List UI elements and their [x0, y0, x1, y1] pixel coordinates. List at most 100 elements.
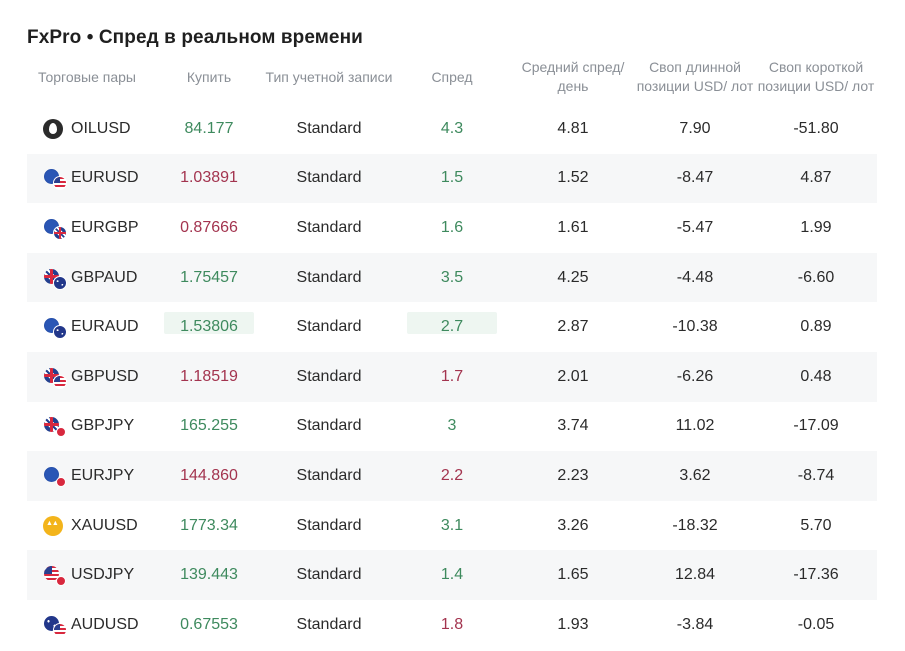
- swap-long: -4.48: [676, 268, 714, 286]
- account-type: Standard: [296, 466, 362, 484]
- pair-cell[interactable]: EURAUD: [27, 302, 147, 352]
- eur-aud-flag-icon: [43, 316, 67, 340]
- pair-symbol: EURUSD: [71, 169, 139, 187]
- spread-flash: [407, 312, 497, 335]
- column-header-avg-spread[interactable]: Средний спред/ день: [521, 59, 625, 94]
- column-header-spread[interactable]: Спред: [431, 68, 473, 85]
- buy-price: 1.75457: [180, 268, 238, 286]
- swap-short: 0.89: [800, 318, 832, 336]
- avg-spread: 2.01: [557, 367, 589, 385]
- oil-icon: [43, 118, 63, 139]
- pair-symbol: GBPUSD: [71, 367, 139, 385]
- account-type: Standard: [296, 417, 362, 435]
- table-row[interactable]: GBPJPY 165.255 Standard 3 3.74 11.02 -17.09: [27, 402, 877, 452]
- buy-price: 0.87666: [180, 218, 238, 236]
- account-type: Standard: [296, 318, 362, 336]
- swap-short: 5.70: [800, 516, 832, 534]
- spread-value: 2.7: [440, 318, 464, 336]
- spread-table: Торговые пары Купить Тип учетной записи …: [27, 50, 877, 650]
- avg-spread: 4.25: [557, 268, 589, 286]
- swap-long: -6.26: [676, 367, 714, 385]
- swap-long: 3.62: [679, 466, 711, 484]
- column-header-account-type[interactable]: Тип учетной записи: [265, 68, 393, 85]
- swap-short: -8.74: [797, 466, 835, 484]
- eur-gbp-flag-icon: [43, 217, 67, 240]
- buy-price-flash: [164, 312, 254, 335]
- account-type: Standard: [296, 169, 362, 187]
- buy-price: 139.443: [180, 566, 238, 584]
- buy-price: 0.67553: [180, 615, 238, 633]
- pair-cell[interactable]: GBPAUD: [27, 253, 147, 303]
- swap-long: 12.84: [674, 566, 716, 584]
- table-row[interactable]: USDJPY 139.443 Standard 1.4 1.65 12.84 -17.36: [27, 550, 877, 600]
- avg-spread: 1.52: [557, 169, 589, 187]
- pair-symbol: EURGBP: [71, 218, 139, 236]
- swap-short: 4.87: [800, 169, 832, 187]
- avg-spread: 1.61: [557, 218, 589, 236]
- table-header: Торговые пары Купить Тип учетной записи …: [27, 50, 877, 104]
- pair-symbol: USDJPY: [71, 566, 135, 584]
- avg-spread: 1.93: [557, 615, 589, 633]
- page-title: FxPro • Спред в реальном времени: [27, 27, 363, 48]
- swap-short: -0.05: [797, 615, 835, 633]
- pair-cell[interactable]: USDJPY: [27, 550, 147, 600]
- pair-cell[interactable]: OILUSD: [27, 104, 147, 154]
- eur-usd-flag-icon: [43, 167, 67, 191]
- gbp-aud-flag-icon: [43, 267, 67, 290]
- pair-symbol: OILUSD: [71, 119, 131, 137]
- pair-symbol: GBPAUD: [71, 268, 138, 286]
- spread-value: 2.2: [440, 466, 464, 484]
- table-row[interactable]: OILUSD 84.177 Standard 4.3 4.81 7.90 -51.80: [27, 104, 877, 154]
- column-header-swap-long[interactable]: Своп длинной позиции USD/ лот: [636, 59, 754, 94]
- table-row[interactable]: AUDUSD 0.67553 Standard 1.8 1.93 -3.84 -0.05: [27, 600, 877, 650]
- account-type: Standard: [296, 119, 362, 137]
- pair-cell[interactable]: AUDUSD: [27, 600, 147, 650]
- account-type: Standard: [296, 615, 362, 633]
- avg-spread: 2.87: [557, 318, 589, 336]
- swap-long: -8.47: [676, 169, 714, 187]
- swap-long: -18.32: [672, 516, 718, 534]
- buy-price: 1.03891: [180, 169, 238, 187]
- avg-spread: 1.65: [557, 566, 589, 584]
- table-row[interactable]: EURJPY 144.860 Standard 2.2 2.23 3.62 -8.74: [27, 451, 877, 501]
- swap-short: 0.48: [800, 367, 832, 385]
- account-type: Standard: [296, 218, 362, 236]
- table-row[interactable]: EURGBP 0.87666 Standard 1.6 1.61 -5.47 1.99: [27, 203, 877, 253]
- buy-price: 1773.34: [180, 516, 238, 534]
- column-header-swap-short[interactable]: Своп короткой позиции USD/ лот: [757, 59, 875, 94]
- pair-cell[interactable]: GBPJPY: [27, 402, 147, 452]
- pair-cell[interactable]: EURGBP: [27, 203, 147, 253]
- table-row[interactable]: EURUSD 1.03891 Standard 1.5 1.52 -8.47 4.87: [27, 153, 877, 204]
- account-type: Standard: [296, 566, 362, 584]
- table-row[interactable]: EURAUD 1.53806 Standard 2.7 2.87 -10.38 0.89: [27, 302, 877, 352]
- table-row[interactable]: GBPAUD 1.75457 Standard 3.5 4.25 -4.48 -6.60: [27, 252, 877, 303]
- spread-value: 1.5: [440, 169, 464, 187]
- pair-cell[interactable]: EURUSD: [27, 154, 147, 204]
- spread-value: 3.1: [440, 516, 464, 534]
- column-header-pair[interactable]: Торговые пары: [37, 68, 136, 85]
- gbp-usd-flag-icon: [43, 366, 67, 389]
- pair-symbol: XAUUSD: [71, 516, 138, 534]
- buy-price: 1.53806: [180, 318, 238, 336]
- account-type: Standard: [296, 268, 362, 286]
- spread-value: 3.5: [440, 268, 464, 286]
- table-body: OILUSD 84.177 Standard 4.3 4.81 7.90 -51.80 EUR…: [27, 104, 877, 650]
- gbp-jpy-flag-icon: [43, 415, 66, 438]
- avg-spread: 3.26: [557, 516, 589, 534]
- swap-short: -17.36: [793, 566, 839, 584]
- buy-price: 84.177: [184, 119, 234, 137]
- pair-cell[interactable]: XAUUSD: [27, 501, 147, 551]
- spread-value: 3: [447, 417, 457, 435]
- pair-cell[interactable]: EURJPY: [27, 451, 147, 501]
- usd-jpy-flag-icon: [43, 564, 66, 587]
- buy-price: 165.255: [180, 417, 238, 435]
- aud-usd-flag-icon: [43, 614, 67, 637]
- column-header-buy[interactable]: Купить: [186, 68, 232, 85]
- spread-value: 1.4: [440, 566, 464, 584]
- pair-cell[interactable]: GBPUSD: [27, 352, 147, 402]
- table-row[interactable]: GBPUSD 1.18519 Standard 1.7 2.01 -6.26 0.48: [27, 351, 877, 402]
- pair-symbol: EURAUD: [71, 318, 139, 336]
- account-type: Standard: [296, 516, 362, 534]
- table-row[interactable]: XAUUSD 1773.34 Standard 3.1 3.26 -18.32 5.70: [27, 501, 877, 551]
- swap-short: -6.60: [797, 268, 835, 286]
